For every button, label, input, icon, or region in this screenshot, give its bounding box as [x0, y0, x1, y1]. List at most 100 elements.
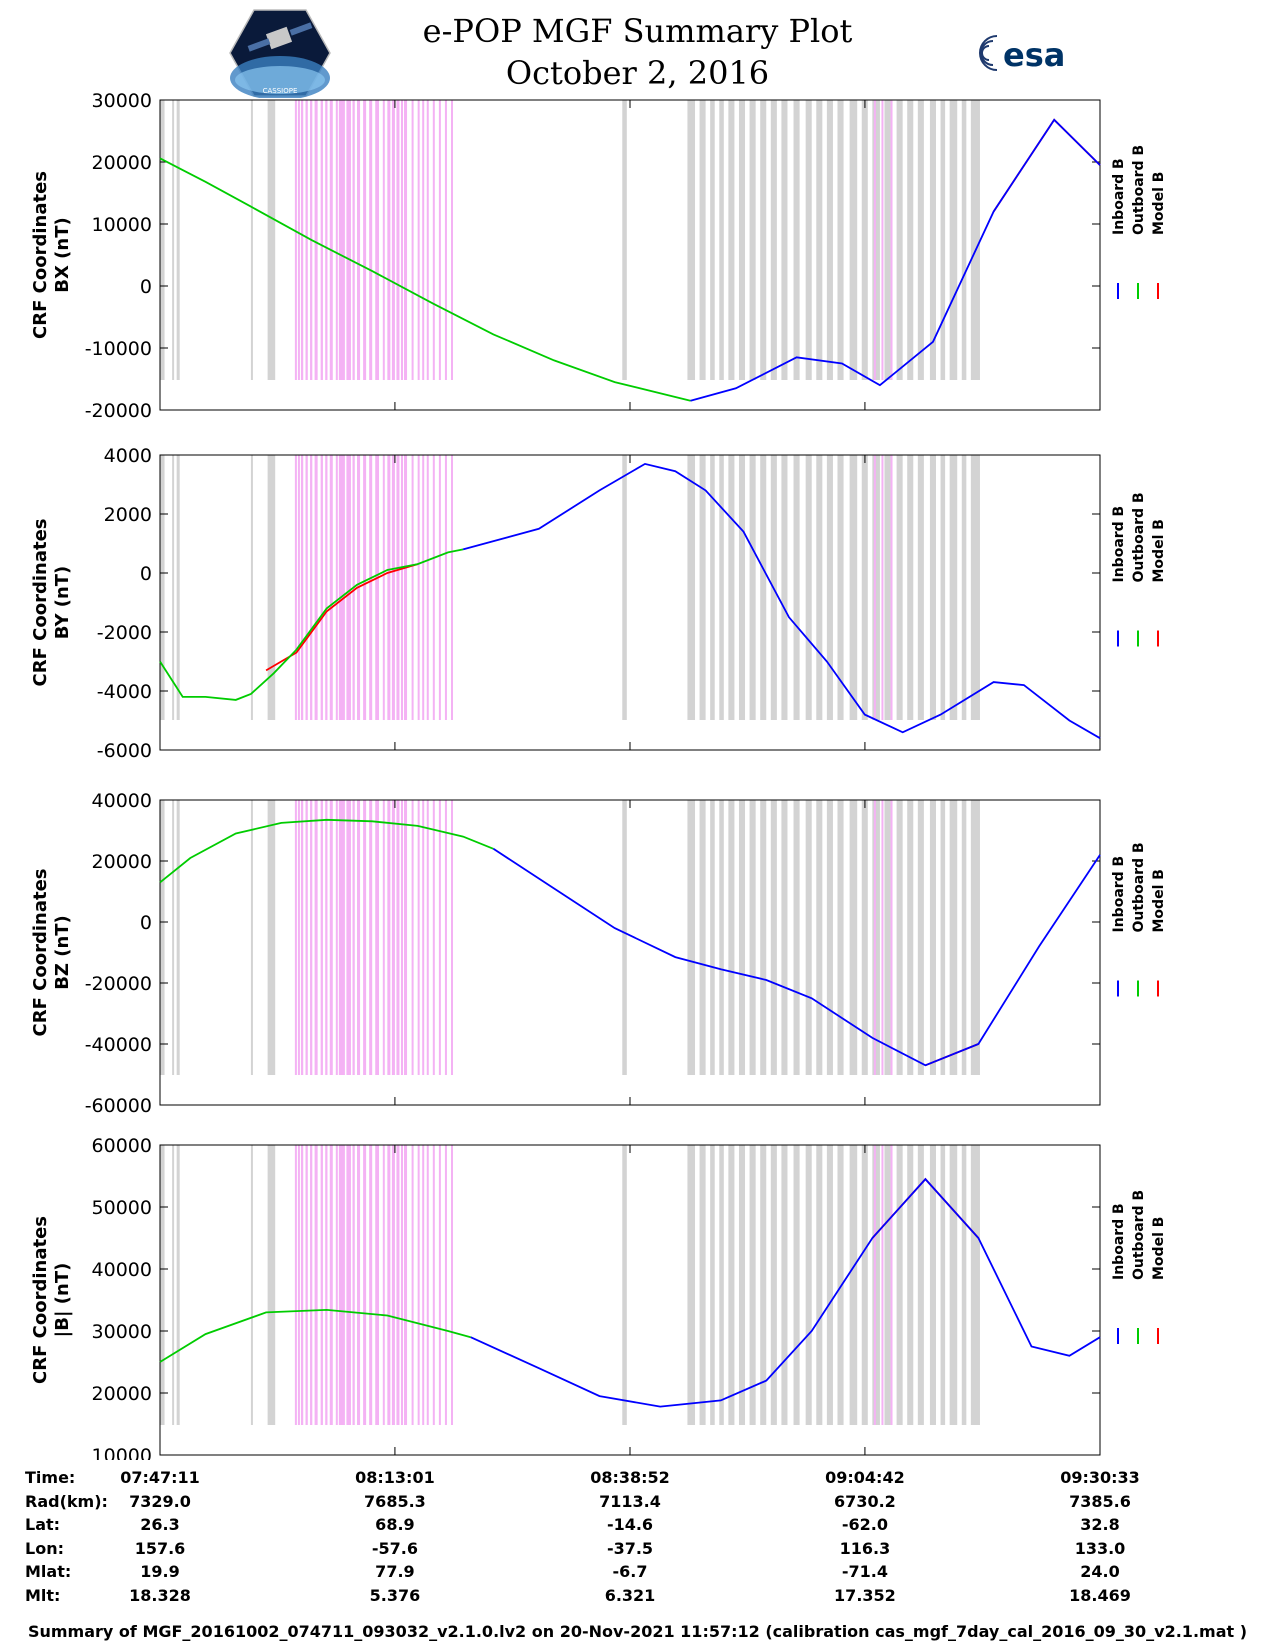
gray-band: [837, 100, 844, 380]
gray-band: [250, 1145, 253, 1425]
magenta-band: [320, 1145, 323, 1425]
gray-band: [719, 1145, 724, 1425]
gray-band: [710, 1145, 715, 1425]
magenta-band: [305, 100, 308, 380]
gray-band: [793, 455, 800, 720]
legend-label: Outboard B: [1131, 145, 1147, 235]
magenta-band: [382, 100, 385, 380]
gray-band: [961, 1145, 967, 1425]
magenta-band: [438, 455, 441, 720]
series-inboard-b-line: [462, 462, 1101, 739]
magenta-band: [451, 800, 454, 1075]
magenta-band: [400, 1145, 403, 1425]
magenta-band: [881, 455, 884, 720]
gray-band: [176, 1145, 180, 1425]
magenta-band: [310, 800, 313, 1075]
y-tick-label: 20000: [92, 1383, 152, 1405]
series-inboard-b-line: [690, 118, 1101, 402]
gray-band: [929, 100, 937, 380]
magenta-band: [438, 1145, 441, 1425]
gray-band: [160, 800, 165, 1075]
magenta-band: [305, 1145, 308, 1425]
y-tick-label: -6000: [97, 740, 152, 762]
y-tick-label: 40000: [92, 790, 152, 812]
magenta-band: [314, 455, 318, 720]
gray-band: [160, 100, 165, 380]
gray-band: [622, 800, 627, 1075]
gray-band: [961, 100, 967, 380]
stat-value: 08:13:01: [355, 1468, 435, 1487]
magenta-band: [294, 800, 297, 1075]
series-outboard-b-line: [159, 1308, 471, 1363]
y-tick-label: 4000: [104, 445, 152, 467]
gray-band: [872, 1145, 880, 1425]
gray-band: [749, 455, 756, 720]
magenta-band: [873, 800, 876, 1075]
magenta-band: [346, 800, 351, 1075]
magenta-band: [438, 800, 441, 1075]
gray-band: [176, 800, 180, 1075]
magenta-band: [387, 100, 391, 380]
gray-band: [826, 1145, 833, 1425]
gray-band: [699, 1145, 706, 1425]
gray-band: [816, 100, 823, 380]
magenta-band: [314, 100, 318, 380]
magenta-band: [444, 100, 447, 380]
stat-value: 6730.2: [834, 1491, 896, 1511]
gray-band: [917, 800, 924, 1075]
magenta-band: [297, 800, 300, 1075]
magenta-band: [310, 455, 313, 720]
gray-band: [861, 100, 868, 380]
magenta-band: [422, 800, 425, 1075]
gray-band: [872, 455, 880, 720]
magenta-band: [338, 1145, 345, 1425]
magenta-band: [404, 455, 408, 720]
stat-label: Lat:: [25, 1515, 61, 1534]
magenta-band: [352, 800, 355, 1075]
gray-band: [760, 455, 767, 720]
gray-band: [250, 800, 253, 1075]
gray-band: [849, 800, 858, 1075]
gray-band: [805, 1145, 812, 1425]
y-tick-label: -10000: [85, 338, 152, 360]
stat-value: -62.0: [841, 1515, 888, 1534]
magenta-band: [417, 455, 420, 720]
stat-value: -6.7: [612, 1562, 648, 1581]
magenta-band: [426, 800, 429, 1075]
y-tick-label: 2000: [104, 504, 152, 526]
gray-band: [849, 455, 858, 720]
magenta-band: [881, 100, 884, 380]
y-axis-label: CRF Coordinates: [30, 519, 51, 687]
gray-band: [160, 1145, 165, 1425]
magenta-band: [387, 455, 391, 720]
gray-band: [861, 455, 868, 720]
gray-band: [738, 455, 746, 720]
y-tick-label: 20000: [92, 152, 152, 174]
magenta-band: [404, 1145, 408, 1425]
magenta-band: [352, 1145, 355, 1425]
legend-label: Inboard B: [1111, 1203, 1127, 1280]
gray-band: [884, 1145, 891, 1425]
magenta-band: [352, 100, 355, 380]
magenta-band: [375, 1145, 380, 1425]
stat-value: 26.3: [140, 1515, 180, 1534]
gray-band: [917, 1145, 924, 1425]
gray-band: [940, 100, 946, 380]
stat-label: Time:: [25, 1468, 76, 1487]
y-tick-label: 30000: [92, 1321, 152, 1343]
legend-label: Inboard B: [1111, 506, 1127, 583]
gray-band: [760, 800, 767, 1075]
gray-band: [805, 455, 812, 720]
magenta-band: [422, 455, 425, 720]
gray-band: [970, 800, 980, 1075]
magenta-band: [432, 100, 435, 380]
magenta-band: [417, 1145, 420, 1425]
gray-band: [267, 455, 276, 720]
gray-band: [749, 1145, 756, 1425]
stat-value: 17.352: [834, 1585, 896, 1605]
stat-value: 7685.3: [364, 1491, 426, 1511]
magenta-band: [438, 100, 441, 380]
magenta-band: [346, 455, 351, 720]
magenta-band: [320, 100, 323, 380]
magenta-band: [890, 800, 893, 1075]
